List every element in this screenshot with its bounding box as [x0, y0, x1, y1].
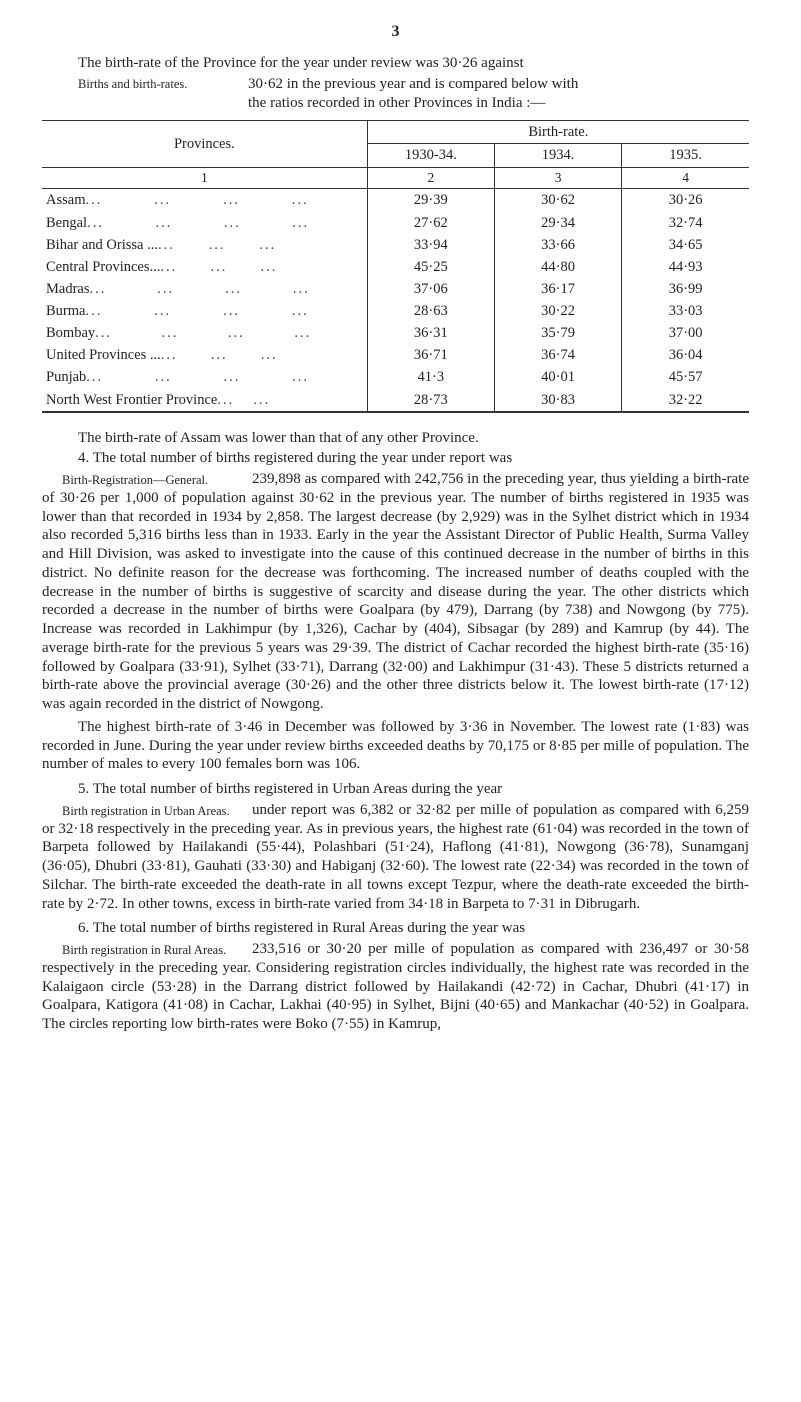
cell-value: 37·06	[367, 278, 494, 300]
page-number: 3	[42, 22, 749, 42]
cell-value: 28·73	[367, 389, 494, 412]
row-label: Punjab............	[42, 366, 367, 388]
row-label: Bengal............	[42, 212, 367, 234]
sec5-first-line: 5. The total number of births registered…	[42, 780, 749, 799]
sec4-rest: 239,898 as compared with 242,756 in the …	[42, 471, 749, 712]
table-row: Punjab............41·340·0145·57	[42, 366, 749, 388]
sec6-first-line: 6. The total number of births registered…	[42, 919, 749, 938]
th-year-2: 1935.	[622, 144, 749, 167]
cell-value: 35·79	[494, 322, 621, 344]
cell-value: 29·34	[494, 212, 621, 234]
cell-value: 45·25	[367, 256, 494, 278]
row-label: Burma............	[42, 300, 367, 322]
row-label: Bombay............	[42, 322, 367, 344]
sec6-body: Birth registration in Rural Areas. 233,5…	[42, 940, 749, 1034]
cell-value: 33·94	[367, 234, 494, 256]
sec5-body: Birth registration in Urban Areas. under…	[42, 801, 749, 914]
cell-value: 30·62	[494, 189, 621, 212]
colnum-2: 2	[367, 167, 494, 189]
colnum-4: 4	[622, 167, 749, 189]
cell-value: 29·39	[367, 189, 494, 212]
cell-value: 41·3	[367, 366, 494, 388]
row-label: Bihar and Orissa ............	[42, 234, 367, 256]
row-label: Assam............	[42, 189, 367, 212]
cell-value: 30·22	[494, 300, 621, 322]
cell-value: 32·22	[622, 389, 749, 412]
table-row: Bihar and Orissa ............33·9433·663…	[42, 234, 749, 256]
intro-block: The birth-rate of the Province for the y…	[42, 54, 749, 112]
cell-value: 36·31	[367, 322, 494, 344]
cell-value: 36·17	[494, 278, 621, 300]
table-row: Bombay............36·3135·7937·00	[42, 322, 749, 344]
row-label: North West Frontier Province......	[42, 389, 367, 412]
table-row: Madras............37·0636·1736·99	[42, 278, 749, 300]
cell-value: 45·57	[622, 366, 749, 388]
table-row: Bengal............27·6229·3432·74	[42, 212, 749, 234]
sec-highest: The highest birth-rate of 3·46 in Decemb…	[42, 718, 749, 774]
intro-line-1: The birth-rate of the Province for the y…	[42, 54, 749, 73]
cell-value: 44·93	[622, 256, 749, 278]
table-row: Assam............29·3930·6230·26	[42, 189, 749, 212]
cell-value: 33·66	[494, 234, 621, 256]
cell-value: 36·04	[622, 344, 749, 366]
row-label: Central Provinces............	[42, 256, 367, 278]
cell-value: 33·03	[622, 300, 749, 322]
th-provinces: Provinces.	[42, 121, 367, 167]
intro-line-3: the ratios recorded in other Provinces i…	[42, 94, 749, 113]
sidenote-registration-general: Birth-Registration—General.	[42, 470, 252, 488]
cell-value: 44·80	[494, 256, 621, 278]
cell-value: 30·83	[494, 389, 621, 412]
cell-value: 30·26	[622, 189, 749, 212]
page: 3 The birth-rate of the Province for the…	[0, 0, 801, 1402]
cell-value: 40·01	[494, 366, 621, 388]
cell-value: 36·74	[494, 344, 621, 366]
cell-value: 36·99	[622, 278, 749, 300]
sec4-body: Birth-Registration—General. 239,898 as c…	[42, 470, 749, 714]
sec4-first-line: 4. The total number of births registered…	[42, 449, 749, 468]
row-label: United Provinces ............	[42, 344, 367, 366]
table-row: United Provinces ............36·7136·743…	[42, 344, 749, 366]
cell-value: 27·62	[367, 212, 494, 234]
row-label: Madras............	[42, 278, 367, 300]
sidenote-rural-areas: Birth registration in Rural Areas.	[42, 940, 252, 958]
colnum-3: 3	[494, 167, 621, 189]
cell-value: 32·74	[622, 212, 749, 234]
colnum-1: 1	[42, 167, 367, 189]
cell-value: 36·71	[367, 344, 494, 366]
th-year-0: 1930-34.	[367, 144, 494, 167]
cell-value: 34·65	[622, 234, 749, 256]
cell-value: 37·00	[622, 322, 749, 344]
table-row: Burma............28·6330·2233·03	[42, 300, 749, 322]
cell-value: 28·63	[367, 300, 494, 322]
birth-rate-table: Provinces. Birth-rate. 1930-34. 1934. 19…	[42, 120, 749, 412]
intro-line-2: 30·62 in the previous year and is compar…	[248, 75, 749, 94]
th-year-1: 1934.	[494, 144, 621, 167]
sidenote-births: Births and birth-rates.	[42, 77, 248, 93]
table-row: Central Provinces............45·2544·804…	[42, 256, 749, 278]
after-table-line: The birth-rate of Assam was lower than t…	[42, 429, 749, 448]
th-birth-rate-group: Birth-rate.	[367, 121, 749, 144]
sidenote-urban-areas: Birth registration in Urban Areas.	[42, 801, 252, 819]
table-row: North West Frontier Province......28·733…	[42, 389, 749, 412]
